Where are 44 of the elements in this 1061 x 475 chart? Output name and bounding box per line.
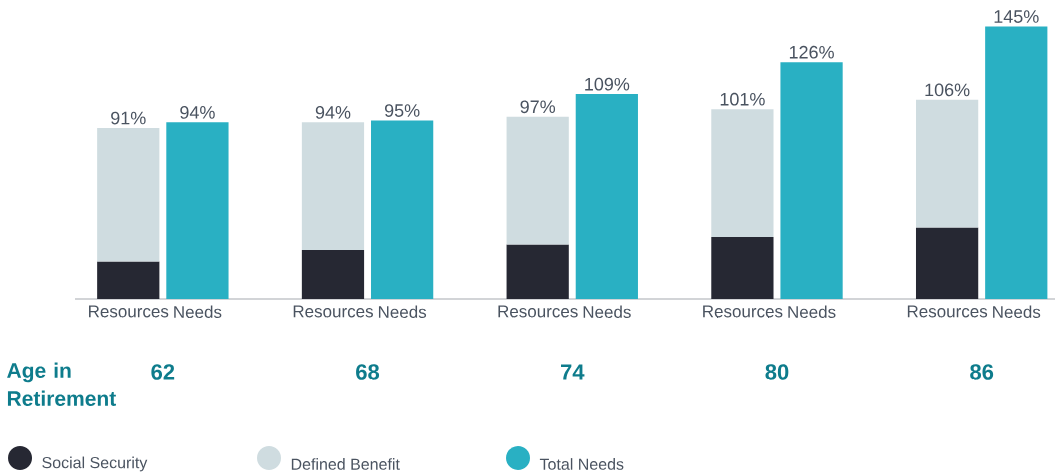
bar	[985, 26, 1048, 300]
x-tick-label: Resources	[703, 305, 783, 318]
data-label: 94%	[180, 106, 215, 119]
total-label: 101%	[720, 92, 765, 106]
total-label: 91%	[111, 111, 146, 125]
text: 80	[765, 364, 789, 380]
bar	[97, 261, 160, 300]
bar	[780, 62, 843, 300]
x-tick-label: Needs	[788, 305, 836, 319]
x-tick-label: Resources	[498, 305, 578, 318]
bar	[711, 109, 774, 238]
bar	[915, 99, 979, 228]
bar	[915, 227, 979, 300]
data-label: 145%	[994, 10, 1039, 24]
x-tick-label: Resources	[293, 305, 373, 318]
x-tick-label: Needs	[174, 305, 222, 319]
bar	[371, 120, 434, 300]
x-tick-label: Needs	[378, 305, 427, 319]
bar	[97, 128, 160, 262]
text: 86	[970, 364, 994, 380]
x-tick-label: Needs	[993, 305, 1041, 319]
total-label: 106%	[925, 83, 970, 97]
text: 68	[356, 364, 380, 380]
bar	[506, 244, 569, 300]
bar	[166, 122, 229, 300]
text: 74	[561, 364, 585, 380]
legend-label: Total Needs	[539, 458, 624, 470]
bar	[506, 116, 569, 245]
x-tick-label: Resources	[907, 305, 988, 318]
bar	[711, 237, 774, 300]
data-label: 109%	[585, 77, 630, 91]
legend-label: Defined Benefit	[291, 458, 400, 470]
data-label: 126%	[789, 45, 834, 59]
data-label: 95%	[384, 104, 420, 117]
x-tick-label: Resources	[89, 305, 169, 318]
text: 62	[151, 364, 175, 380]
x-axis-title: Age in Retirement	[7, 362, 116, 407]
x-tick-label: Needs	[583, 305, 631, 319]
bar	[301, 122, 365, 251]
bar	[575, 94, 638, 300]
total-label: 97%	[520, 100, 556, 114]
total-label: 94%	[315, 106, 351, 119]
bar	[301, 250, 365, 300]
legend-label: Social Security	[42, 456, 148, 472]
